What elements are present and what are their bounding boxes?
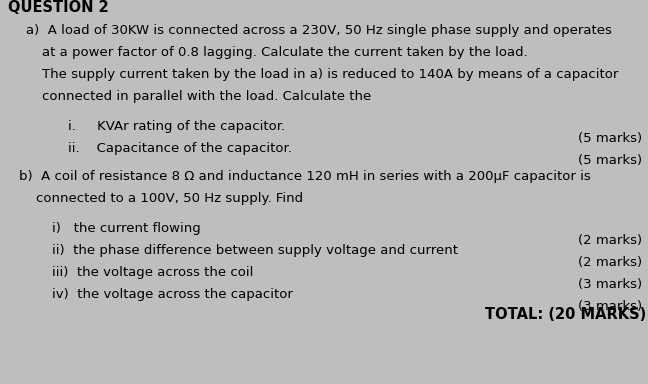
Text: ii)  the phase difference between supply voltage and current: ii) the phase difference between supply …: [52, 244, 458, 257]
Text: (5 marks): (5 marks): [578, 154, 642, 167]
Text: i.     KVAr rating of the capacitor.: i. KVAr rating of the capacitor.: [68, 120, 285, 133]
Text: (3 marks): (3 marks): [578, 278, 642, 291]
Text: (2 marks): (2 marks): [578, 256, 642, 269]
Text: connected in parallel with the load. Calculate the: connected in parallel with the load. Cal…: [42, 90, 371, 103]
Text: (2 marks): (2 marks): [578, 234, 642, 247]
Text: ii.    Capacitance of the capacitor.: ii. Capacitance of the capacitor.: [68, 142, 292, 155]
Text: iv)  the voltage across the capacitor: iv) the voltage across the capacitor: [52, 288, 293, 301]
Text: iii)  the voltage across the coil: iii) the voltage across the coil: [52, 266, 253, 279]
Text: i)   the current flowing: i) the current flowing: [52, 222, 201, 235]
Text: b)  A coil of resistance 8 Ω and inductance 120 mH in series with a 200μF capaci: b) A coil of resistance 8 Ω and inductan…: [19, 170, 591, 183]
Text: TOTAL: (20 MARKS): TOTAL: (20 MARKS): [485, 307, 646, 322]
Text: (3 marks): (3 marks): [578, 300, 642, 313]
Text: QUESTION 2: QUESTION 2: [8, 0, 108, 15]
Text: connected to a 100V, 50 Hz supply. Find: connected to a 100V, 50 Hz supply. Find: [36, 192, 303, 205]
Text: a)  A load of 30KW is connected across a 230V, 50 Hz single phase supply and ope: a) A load of 30KW is connected across a …: [26, 24, 612, 37]
Text: at a power factor of 0.8 lagging. Calculate the current taken by the load.: at a power factor of 0.8 lagging. Calcul…: [42, 46, 528, 59]
Text: The supply current taken by the load in a) is reduced to 140A by means of a capa: The supply current taken by the load in …: [42, 68, 618, 81]
Text: (5 marks): (5 marks): [578, 132, 642, 145]
